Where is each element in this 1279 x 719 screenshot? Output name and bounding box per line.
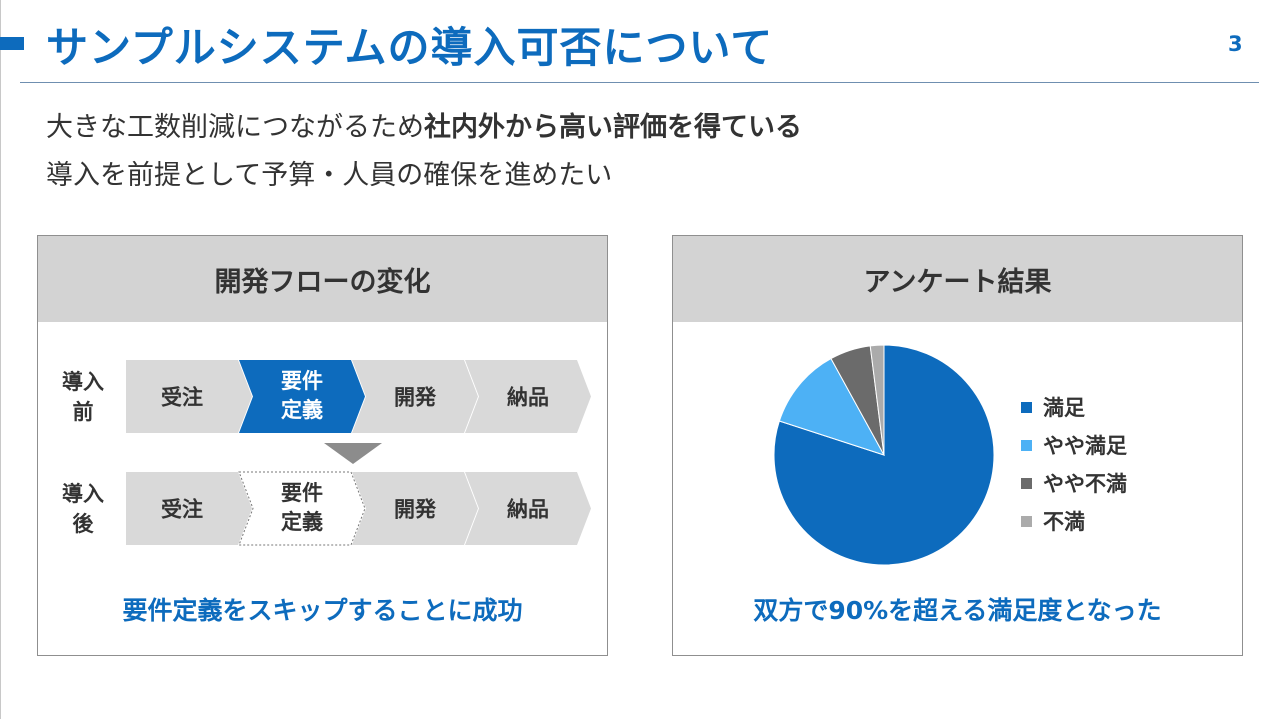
legend-swatch [1021,439,1032,451]
after-step-2-label-2: 定義 [281,510,323,534]
legend-item-2: やや満足 [1021,426,1127,464]
down-arrow [324,443,382,464]
satisfaction-pie-chart [773,344,995,566]
page-number: 3 [1228,32,1243,56]
after-step-2-shape [238,471,366,546]
title-accent-bar [0,37,24,50]
legend-label: やや満足 [1043,434,1127,458]
slide-frame [0,0,1,719]
legend-item-1: 満足 [1021,388,1127,426]
before-step-3-shape [352,360,478,433]
lead-line-2: 導入を前提として予算・人員の確保を進めたい [46,160,613,191]
pie-slice-2 [778,357,886,456]
before-step-4-shape [465,360,591,433]
lead-line-1-bold: 社内外から高い評価を得ている [424,112,802,143]
flow-caption: 要件定義をスキップすることに成功 [122,596,523,625]
before-step-1: 受注 [126,360,252,433]
after-step-4-label-1: 納品 [507,498,549,522]
before-row-label-line-1: 導入 [62,370,104,394]
after-step-1-label-1: 受注 [161,498,203,522]
legend-label: 不満 [1043,510,1085,534]
after-row-label-line-1: 導入 [62,482,104,506]
after-step-3-label-1: 開発 [394,498,437,522]
before-step-2-label-1: 要件 [281,369,323,393]
flow-panel-heading: 開発フローの変化 [38,236,607,322]
after-step-1: 受注 [126,472,252,545]
after-step-4: 納品 [465,472,591,545]
before-step-4-label-1: 納品 [507,386,549,410]
survey-panel: アンケート結果 満足やや満足やや不満不満 双方で90%を超える満足度となった [672,235,1243,656]
survey-caption: 双方で90%を超える満足度となった [753,596,1162,625]
after-step-4-shape [465,472,591,545]
before-step-2-shape [239,360,365,433]
after-row-label-line-2: 後 [73,512,95,536]
after-step-3-shape [352,472,478,545]
legend-label: やや不満 [1043,472,1127,496]
before-step-2-label-2: 定義 [281,398,323,422]
flow-panel: 開発フローの変化 導入前受注 要件 定義 開発 納品 導入後受注 要件 定義 開発 納品 要件定義… [37,235,608,656]
before-step-3: 開発 [352,360,478,433]
before-step-2: 要件定義 [239,360,365,433]
before-step-4: 納品 [465,360,591,433]
after-step-1-shape [126,472,252,545]
lead-line-1-normal: 大きな工数削減につながるため [46,112,424,143]
slide-title: サンプルシステムの導入可否について [46,23,774,72]
before-step-3-label-1: 開発 [394,386,437,410]
before-step-1-label-1: 受注 [161,386,203,410]
legend-item-3: やや不満 [1021,464,1127,502]
before-row-label-line-2: 前 [73,400,94,424]
legend-swatch [1021,477,1032,489]
legend-label: 満足 [1043,396,1085,420]
survey-panel-heading: アンケート結果 [673,236,1242,322]
pie-slice-4 [869,344,885,456]
legend-swatch [1021,401,1032,413]
before-step-1-shape [126,360,252,433]
title-divider [20,82,1259,83]
after-step-2: 要件定義 [238,471,366,546]
legend-swatch [1021,515,1032,527]
lead-line-1: 大きな工数削減につながるため社内外から高い評価を得ている [46,105,802,144]
after-step-3: 開発 [352,472,478,545]
legend-item-4: 不満 [1021,502,1127,540]
after-step-2-label-1: 要件 [281,481,323,505]
pie-legend: 満足やや満足やや不満不満 [1021,388,1127,540]
